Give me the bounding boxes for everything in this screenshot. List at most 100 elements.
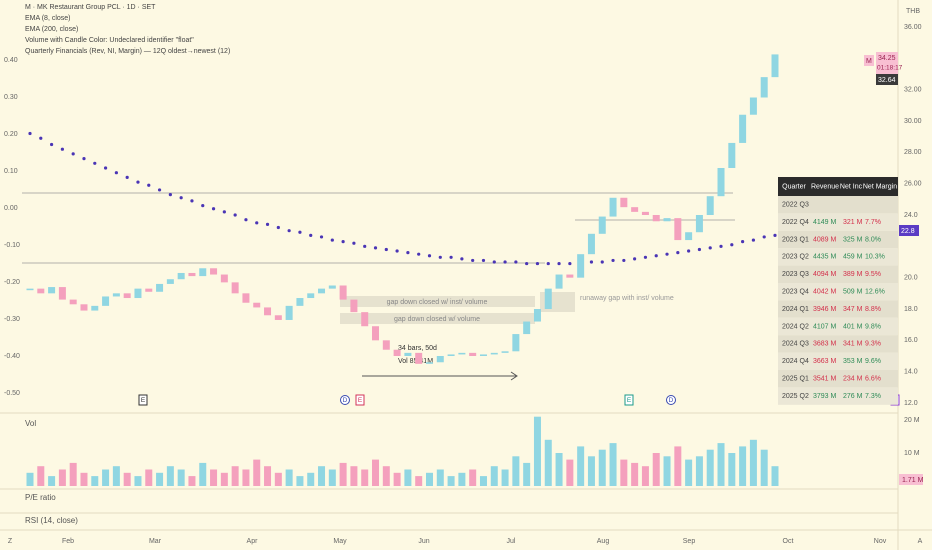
volume-bar	[199, 462, 207, 486]
ema200-dot	[492, 260, 496, 264]
table-cell: 2022 Q3	[782, 202, 809, 209]
pane-label: Vol	[25, 419, 36, 428]
ema200-dot	[168, 193, 172, 197]
candle	[134, 288, 142, 299]
table-cell: 8.0%	[865, 236, 881, 243]
ema200-dot	[514, 260, 518, 264]
table-cell: 347 M	[843, 306, 863, 313]
volume-bar	[328, 469, 336, 486]
table-row-bg	[778, 213, 898, 231]
ema200-dot	[503, 260, 507, 264]
indicator-label: Quarterly Financials (Rev, NI, Margin) —…	[25, 48, 230, 55]
table-cell: 2023 Q2	[782, 254, 809, 261]
ema200-dot	[481, 258, 486, 263]
gap-box	[340, 296, 535, 307]
volume-bar	[728, 453, 736, 486]
event-label: E	[141, 397, 146, 404]
volume-bar	[91, 476, 99, 486]
candle	[415, 352, 423, 364]
table-header: Net Margin	[863, 183, 897, 190]
time-tick: Z	[8, 538, 13, 545]
volume-bar	[134, 476, 142, 486]
price-tick: 28.00	[904, 149, 922, 156]
candle	[544, 288, 552, 309]
volume-bar	[350, 466, 358, 486]
candle	[112, 293, 120, 297]
indicator-label: EMA (200, close)	[25, 26, 78, 33]
candle	[501, 351, 509, 353]
ema200-dot	[546, 261, 550, 266]
candle	[188, 272, 196, 277]
volume-bar	[609, 443, 617, 486]
time-tick: A	[918, 538, 923, 545]
ema200-dot	[28, 131, 32, 136]
table-cell: 4094 M	[813, 271, 837, 278]
price-tick: 18.0	[904, 306, 918, 313]
volume-bar	[361, 469, 369, 486]
table-cell: 2023 Q3	[782, 271, 809, 278]
volume-bar	[706, 449, 714, 486]
table-cell: 3683 M	[813, 341, 837, 348]
volume-bar	[393, 472, 401, 486]
ema200-dot	[600, 260, 604, 264]
price-tick: 20.0	[904, 275, 918, 282]
annotation: runaway gap with inst/ volume	[580, 295, 674, 302]
ema200-badge	[899, 225, 919, 236]
table-cell: 401 M	[843, 323, 863, 330]
ema200-dot	[406, 251, 410, 255]
table-cell: 276 M	[843, 393, 863, 400]
ema200-dot	[589, 260, 594, 264]
volume-bar	[469, 469, 477, 486]
volume-bar	[404, 469, 412, 486]
table-header: Net Inc	[840, 183, 863, 190]
ema200-dot	[201, 204, 205, 208]
volume-bar	[685, 459, 693, 486]
candle	[641, 211, 649, 215]
volume-tick: 20 M	[904, 417, 920, 424]
candle	[447, 354, 455, 356]
volume-bar	[188, 476, 196, 486]
ema200-dot	[39, 136, 43, 140]
table-row-bg	[778, 335, 898, 353]
candle	[274, 315, 282, 320]
arrow-head	[510, 371, 518, 381]
volume-bar	[37, 466, 45, 486]
ema200-dot	[352, 241, 356, 245]
volume-bar	[631, 462, 639, 486]
table-cell: 7.3%	[865, 393, 881, 400]
volume-bar	[382, 466, 390, 486]
candle	[436, 356, 444, 363]
table-cell: 8.8%	[865, 306, 881, 313]
table-row-bg	[778, 196, 898, 214]
volume-bar	[566, 459, 574, 486]
event-label: E	[358, 397, 363, 404]
volume-bar	[523, 462, 531, 486]
volume-bar	[652, 453, 660, 486]
time-tick: Mar	[149, 538, 162, 545]
ema200-dot	[341, 240, 345, 244]
table-cell: 325 M	[843, 236, 863, 243]
candle	[393, 349, 401, 356]
candle	[285, 305, 293, 320]
left-tick: 0.40	[4, 57, 18, 64]
volume-bar	[253, 459, 261, 486]
ema200-dot	[622, 258, 626, 263]
time-tick: Aug	[597, 538, 610, 545]
ema200-dot	[190, 199, 194, 203]
candle	[555, 274, 563, 289]
annotation: gap down closed w/ inst/ volume	[387, 299, 488, 306]
volume-bar	[577, 446, 585, 486]
table-cell: 353 M	[843, 358, 863, 365]
ema200-dot	[633, 257, 637, 261]
ema200-dot	[287, 229, 291, 233]
time-tick: Jun	[418, 538, 429, 545]
table-row-bg	[778, 387, 898, 405]
volume-bar	[458, 472, 466, 486]
ema200-dot	[384, 247, 388, 252]
event-marker	[340, 395, 350, 405]
table-cell: 9.5%	[865, 271, 881, 278]
candle	[425, 362, 433, 364]
volume-bar	[533, 416, 541, 486]
ema200-dot	[762, 235, 766, 239]
